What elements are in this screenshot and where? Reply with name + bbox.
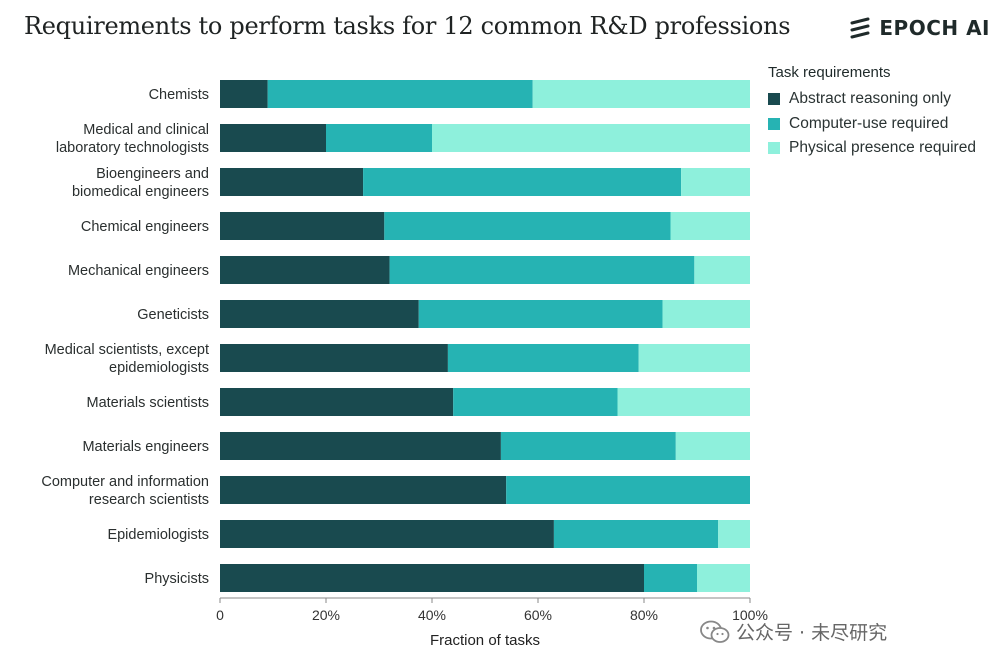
category-label: Chemical engineers: [81, 219, 209, 235]
bar-segment: [718, 520, 750, 548]
category-label: Medical scientists, except epidemiologist…: [45, 342, 209, 376]
legend-item-physical: Physical presence required: [768, 136, 976, 161]
bar-segment: [384, 212, 671, 240]
legend-title: Task requirements: [768, 64, 891, 81]
bar-segment: [697, 564, 750, 592]
legend-label-computer-use: Computer-use required: [789, 114, 949, 132]
x-tick-label: 0: [216, 607, 224, 623]
bar-segment: [532, 80, 750, 108]
x-tick-label: 40%: [418, 607, 446, 623]
watermark: 公众号 · 未尽研究: [700, 618, 887, 645]
bar-segment: [670, 212, 750, 240]
category-label: Computer and information research scienti…: [41, 474, 209, 508]
legend-item-abstract: Abstract reasoning only: [768, 87, 976, 112]
bar-segment: [220, 212, 385, 240]
bar-segment: [220, 80, 268, 108]
x-axis-title: Fraction of tasks: [429, 632, 541, 649]
bar-segment: [644, 564, 697, 592]
category-label: Physicists: [145, 571, 209, 587]
category-label: Mechanical engineers: [68, 263, 209, 279]
bar-segment: [675, 432, 750, 460]
legend-swatch-computer-use: [768, 117, 780, 130]
bar-segment: [220, 564, 644, 592]
legend-swatch-abstract: [768, 93, 780, 106]
category-label: Epidemiologists: [107, 527, 209, 543]
legend-swatch-physical: [768, 142, 780, 155]
wechat-icon: [700, 620, 730, 643]
watermark-text: 公众号 · 未尽研究: [736, 622, 888, 644]
bar-segment: [363, 168, 682, 196]
bar-segment: [220, 256, 390, 284]
category-label: Bioengineers and biomedical engineers: [72, 166, 209, 200]
brand-name: EPOCH AI: [879, 16, 990, 40]
epoch-ai-logo: EPOCH AI: [849, 16, 990, 40]
category-label: Materials scientists: [87, 395, 209, 411]
bar-segment: [220, 520, 554, 548]
bar-segment: [453, 388, 618, 416]
bar-segment: [500, 432, 676, 460]
bar-segment: [638, 344, 750, 372]
bar-segment: [617, 388, 750, 416]
bar-segment: [220, 432, 501, 460]
bar-segment: [432, 124, 750, 152]
bar-segment: [220, 168, 364, 196]
x-tick-label: 60%: [524, 607, 552, 623]
bar-segment: [694, 256, 750, 284]
bar-segment: [220, 124, 326, 152]
bar-segment: [553, 520, 719, 548]
epoch-logo-icon: [850, 17, 870, 39]
bar-segment: [326, 124, 432, 152]
chart-title: Requirements to perform tasks for 12 com…: [24, 12, 791, 40]
category-label: Chemists: [149, 87, 209, 103]
category-label: Geneticists: [137, 307, 209, 323]
legend-item-computer-use: Computer-use required: [768, 112, 976, 137]
bar-segment: [220, 388, 454, 416]
bar-segment: [220, 344, 448, 372]
bar-segment: [220, 476, 507, 504]
x-tick-label: 80%: [630, 607, 658, 623]
bar-segment: [418, 300, 663, 328]
category-label: Medical and clinical laboratory technolog…: [56, 122, 209, 156]
x-tick-label: 20%: [312, 607, 340, 623]
bar-segment: [506, 476, 750, 504]
bar-segment: [681, 168, 750, 196]
legend: Task requirements Abstract reasoning onl…: [768, 64, 976, 161]
bar-segment: [389, 256, 695, 284]
bar-segment: [220, 300, 419, 328]
legend-label-physical: Physical presence required: [789, 139, 976, 157]
x-tick-label: 100%: [732, 607, 768, 623]
legend-label-abstract: Abstract reasoning only: [789, 90, 951, 108]
bar-segment: [447, 344, 639, 372]
bar-segment: [267, 80, 533, 108]
bar-segment: [662, 300, 750, 328]
category-label: Materials engineers: [82, 439, 209, 455]
